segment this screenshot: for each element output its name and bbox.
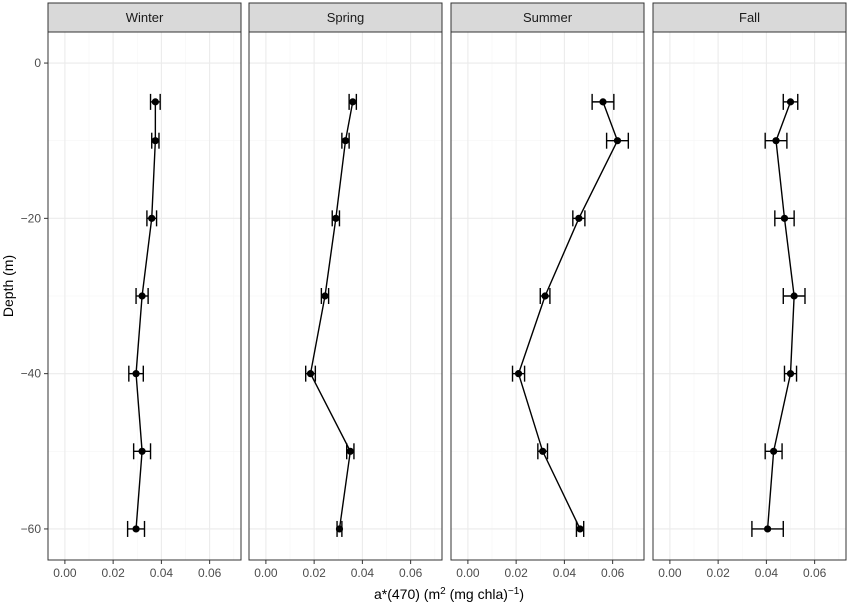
x-axis-title: a*(470) (m2 (mg chla)−1): [374, 586, 524, 602]
data-point: [332, 214, 340, 222]
data-point: [306, 370, 315, 378]
x-tick-label: 0.06: [399, 566, 423, 580]
data-point: [132, 370, 140, 378]
data-point: [148, 214, 156, 222]
data-point: [599, 98, 607, 106]
facet-strip-label: Spring: [327, 10, 365, 25]
facet-panels: Winter 0.00 0.02 0.04 0.06 Spring 0.00 0.02 0.04…: [47, 2, 847, 580]
data-point: [613, 137, 622, 145]
data-point: [790, 292, 798, 300]
data-point: [151, 137, 159, 145]
panel-border: [450, 31, 645, 561]
x-tick-label: 0.00: [456, 566, 480, 580]
facet-strip-label: Fall: [739, 10, 760, 25]
data-point: [151, 98, 159, 106]
x-tick-label: 0.00: [53, 566, 77, 580]
data-point: [138, 292, 146, 300]
data-point: [575, 214, 583, 222]
x-axis-title-sup2: −1: [508, 586, 520, 597]
x-tick-label: 0.00: [658, 566, 682, 580]
facet-strip: [248, 2, 443, 33]
panel-border: [248, 31, 443, 561]
y-axis-title: Depth (m): [0, 255, 16, 317]
x-tick-label: 0.00: [254, 566, 278, 580]
x-tick-label: 0.02: [302, 566, 326, 580]
y-tick-label: −20: [21, 211, 42, 225]
x-tick-label: 0.04: [553, 566, 577, 580]
x-tick-label: 0.06: [803, 566, 827, 580]
x-axis-title-main: a*(470) (m: [374, 586, 440, 602]
data-point: [349, 98, 357, 106]
data-point: [780, 214, 789, 222]
x-tick-label: 0.04: [150, 566, 174, 580]
data-point: [321, 292, 329, 300]
facet-panel-fall: Fall 0.00 0.02 0.04 0.06: [652, 2, 847, 580]
facet-strip: [652, 2, 847, 33]
facet-strip-label: Summer: [523, 10, 573, 25]
x-tick-label: 0.02: [706, 566, 730, 580]
panel-border: [652, 31, 847, 561]
facet-panel-winter: Winter 0.00 0.02 0.04 0.06: [47, 2, 242, 580]
x-tick-label: 0.04: [755, 566, 779, 580]
x-tick-label: 0.02: [101, 566, 125, 580]
y-tick-label: 0: [34, 56, 41, 70]
data-point: [770, 447, 778, 455]
data-point: [772, 137, 780, 145]
data-point: [786, 98, 795, 106]
panel-border: [47, 31, 242, 561]
data-point: [346, 447, 354, 455]
data-point: [341, 137, 350, 145]
y-axis: 0 −20 −40 −60: [21, 56, 48, 536]
y-tick-label: −40: [21, 367, 42, 381]
facet-strip: [450, 2, 645, 33]
x-axis-title-mid: (mg chla): [446, 586, 508, 602]
data-point: [132, 525, 140, 533]
x-tick-label: 0.02: [504, 566, 528, 580]
x-tick-label: 0.04: [351, 566, 375, 580]
facet-strip-label: Winter: [126, 10, 164, 25]
data-point: [763, 525, 772, 533]
x-tick-label: 0.06: [601, 566, 625, 580]
data-point: [514, 370, 523, 378]
y-tick-label: −60: [21, 522, 42, 536]
data-point: [138, 447, 146, 455]
data-point: [576, 525, 584, 533]
facet-panel-spring: Spring 0.00 0.02 0.04 0.06: [248, 2, 443, 580]
x-axis-title-end: ): [519, 586, 524, 602]
x-axis-title-sup1: 2: [440, 586, 446, 597]
data-point: [786, 370, 795, 378]
x-tick-label: 0.06: [198, 566, 222, 580]
data-point: [539, 447, 547, 455]
facet-strip: [47, 2, 242, 33]
facet-panel-summer: Summer 0.00 0.02 0.04 0.06: [450, 2, 645, 580]
data-point: [541, 292, 549, 300]
data-point: [335, 525, 344, 533]
